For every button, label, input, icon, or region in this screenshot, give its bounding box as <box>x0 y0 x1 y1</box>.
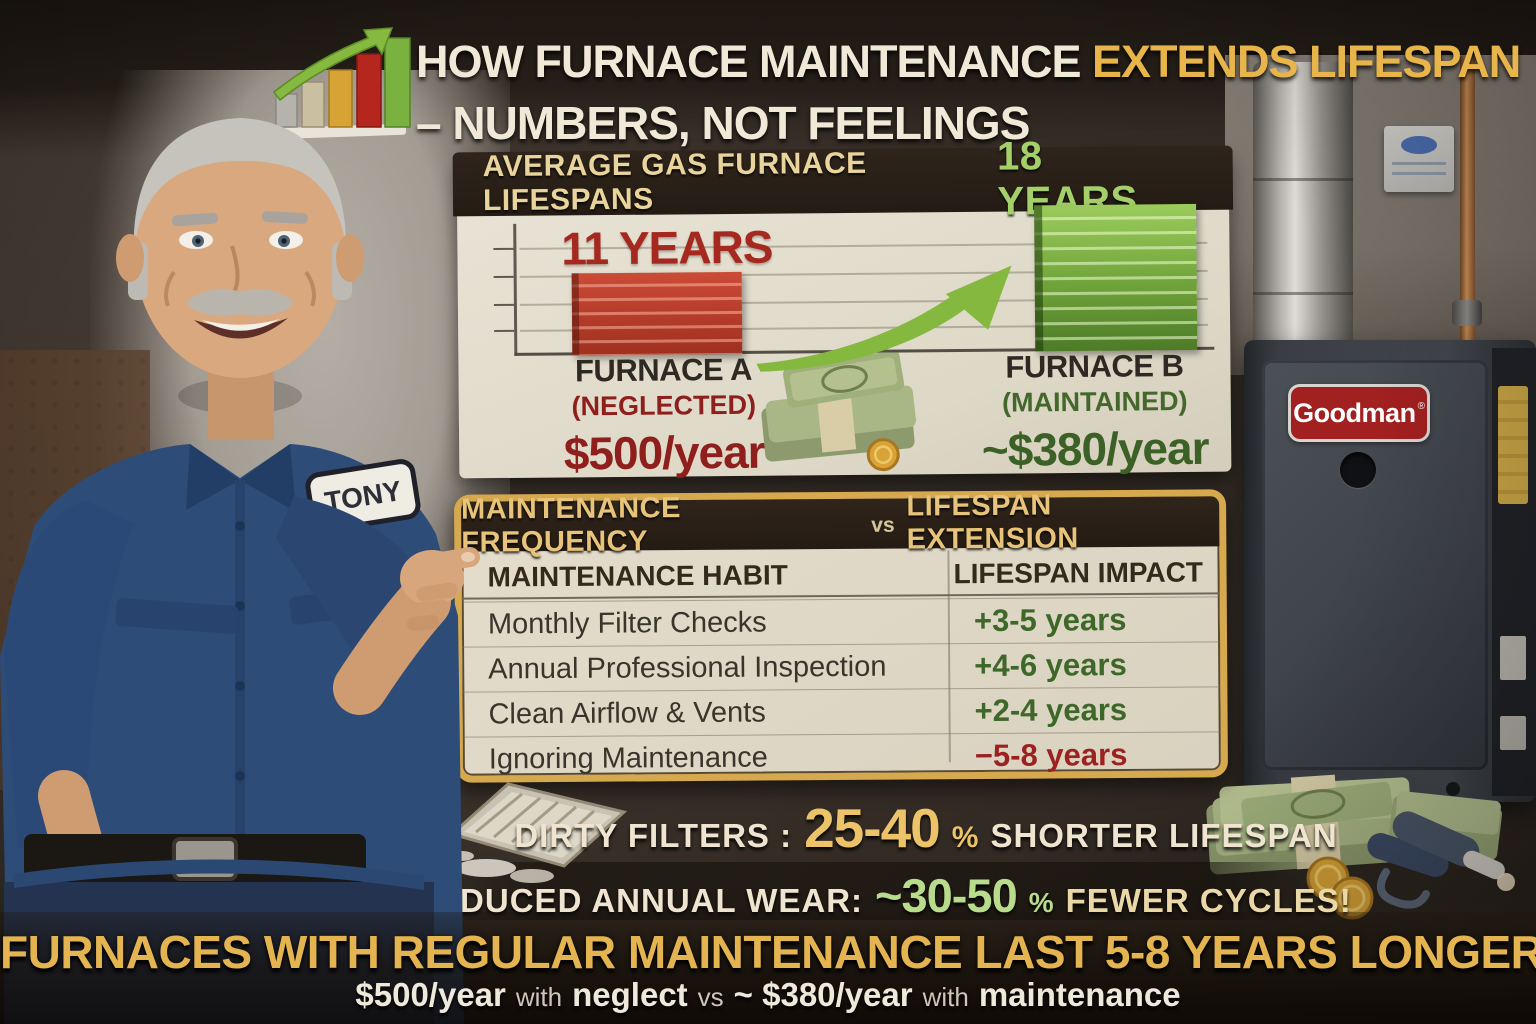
furnace-b-bar <box>1034 203 1198 352</box>
table-row: Monthly Filter Checks +3-5 years <box>461 596 1221 646</box>
axis-tick <box>494 329 515 333</box>
left-sleeve <box>4 500 134 848</box>
mustache <box>186 288 294 316</box>
reduced-wear-backdrop <box>430 862 1320 920</box>
impact-cell: +4-6 years <box>974 647 1127 684</box>
maintenance-table-card: MAINTENANCE FREQUENCY vs LIFESPAN EXTENS… <box>454 489 1228 783</box>
column-header-impact: LIFESPAN IMPACT <box>953 556 1204 590</box>
chart-title: AVERAGE GAS FURNACE LIFESPANS <box>482 146 867 218</box>
face <box>134 122 346 378</box>
control-box-line <box>1392 162 1446 165</box>
y-axis <box>513 223 518 356</box>
footer-neglect: neglect <box>572 976 688 1013</box>
dirty-filters-value: 25-40 <box>804 797 941 859</box>
eyebrow <box>172 212 219 227</box>
footer-maintenance: maintenance <box>978 976 1181 1013</box>
ear <box>336 234 364 282</box>
footer-cost-neglect: $500/year <box>355 976 506 1013</box>
title-line-2: – NUMBERS, NOT FEELINGS <box>416 97 1030 149</box>
habit-cell: Monthly Filter Checks <box>487 606 767 641</box>
axis-tick <box>493 247 514 251</box>
table-column-header-row: MAINTENANCE HABIT LIFESPAN IMPACT <box>461 546 1220 600</box>
impact-cell: +2-4 years <box>974 692 1128 729</box>
collar <box>240 444 296 512</box>
registered-mark: ® <box>1417 400 1425 412</box>
footer-with-1: with <box>515 982 563 1012</box>
furnace-sight-hole <box>1340 452 1376 488</box>
control-box-line <box>1392 172 1446 175</box>
table-row: Clean Airflow & Vents +2-4 years <box>462 686 1221 736</box>
ear <box>116 234 144 282</box>
duct-seam <box>1253 292 1353 295</box>
dirty-filters-suffix: SHORTER LIFESPAN <box>990 817 1338 854</box>
dirty-filters-unit: % <box>951 821 979 854</box>
title-highlight-text: EXTENDS LIFESPAN <box>1091 36 1521 87</box>
money-and-tools-graphic <box>1206 774 1515 920</box>
impact-cell: −5-8 years <box>974 737 1128 774</box>
dirty-filters-stat: DIRTY FILTERS : 25-40 % SHORTER LIFESPAN <box>514 796 1336 860</box>
growth-arrow-icon <box>756 265 1012 372</box>
eyes <box>179 231 303 249</box>
pointing-hand <box>400 547 480 631</box>
footer-with-2: with <box>922 982 969 1012</box>
furnace-b-cost: ~$380/year <box>981 421 1209 476</box>
table-row: Ignoring Maintenance −5-8 years <box>462 731 1221 781</box>
furnace-brand-text: Goodman <box>1293 397 1416 428</box>
furnace-b-condition: (MAINTAINED) <box>1001 386 1188 418</box>
goodman-brand-badge: Goodman ® <box>1288 384 1430 442</box>
furnace-label-sticker <box>1500 636 1526 680</box>
footer-headline: FURNACES WITH REGULAR MAINTENANCE LAST 5… <box>0 926 1536 978</box>
shirt-placket <box>235 480 245 1024</box>
control-box-logo-oval <box>1401 136 1437 154</box>
table-title-vs: vs <box>871 513 895 537</box>
table-row: Annual Professional Inspection +4-6 year… <box>462 641 1221 691</box>
copper-pipe <box>1460 55 1475 345</box>
duct-seam <box>1253 178 1353 181</box>
torch-tool-icon <box>1367 811 1515 909</box>
metal-duct <box>1253 62 1353 362</box>
title-line-1: HOW FURNACE MAINTENANCE EXTENDS LIFESPAN <box>416 36 1521 88</box>
furnace-label-sticker <box>1500 716 1526 750</box>
growth-bars-icon <box>269 27 411 140</box>
technician-photo: TONY <box>0 118 480 1024</box>
impact-cell: +3-5 years <box>973 602 1127 639</box>
furnace-a-bar <box>571 271 743 356</box>
gray-hair <box>133 118 347 258</box>
collar <box>186 444 240 510</box>
furnace-rating-sticker <box>1498 386 1528 504</box>
table-header-band: MAINTENANCE FREQUENCY vs LIFESPAN EXTENS… <box>461 490 1220 559</box>
furnace-screw <box>1446 782 1460 796</box>
eyebrow <box>261 211 308 224</box>
chest-pocket <box>115 598 239 634</box>
footer-cost-maintained: ~ $380/year <box>733 976 913 1013</box>
axis-tick <box>493 303 514 307</box>
habit-cell: Annual Professional Inspection <box>488 650 887 686</box>
footer-cost-comparison: $500/year with neglect vs ~ $380/year wi… <box>0 976 1536 1014</box>
furnace-a-value-label: 11 YEARS <box>561 220 773 275</box>
money-stack-icon <box>1206 774 1503 875</box>
habit-cell: Ignoring Maintenance <box>488 741 768 776</box>
title-main-text: HOW FURNACE MAINTENANCE <box>416 36 1081 87</box>
habit-cell: Clean Airflow & Vents <box>488 696 766 731</box>
dirty-filters-label: DIRTY FILTERS : <box>514 817 793 854</box>
lifespan-chart-card: AVERAGE GAS FURNACE LIFESPANS 18 YEARS 1… <box>452 134 1234 479</box>
bar-chart-plot <box>457 203 1230 372</box>
axis-tick <box>493 275 514 279</box>
footer-vs: vs <box>697 982 724 1012</box>
pipe-valve <box>1452 300 1482 326</box>
column-header-habit: MAINTENANCE HABIT <box>487 559 788 593</box>
footer-band <box>0 912 1536 1024</box>
poster-title: HOW FURNACE MAINTENANCE EXTENDS LIFESPAN… <box>416 36 1521 150</box>
